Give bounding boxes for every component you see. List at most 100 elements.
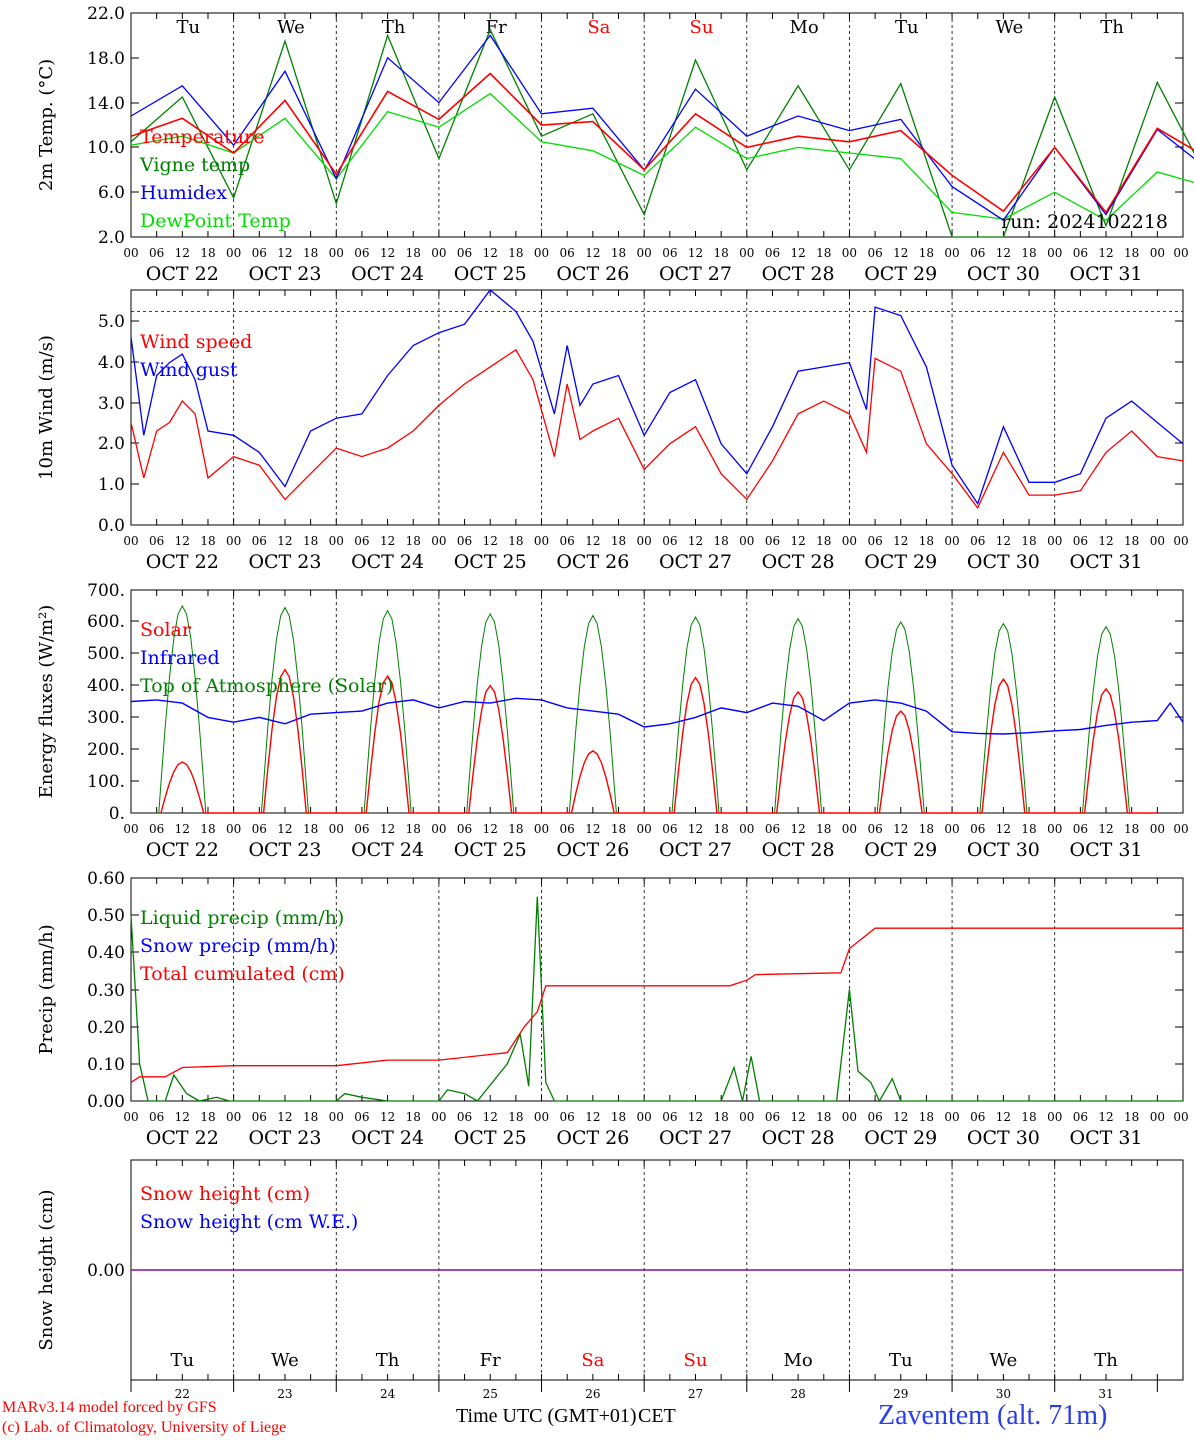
x-hour-label: 18 xyxy=(508,822,523,836)
x-hour-label: 00 xyxy=(1047,822,1062,836)
legend-entry: Snow height (cm W.E.) xyxy=(140,1211,358,1233)
x-hour-label: 00 xyxy=(226,246,241,260)
x-hour-label: 06 xyxy=(765,246,780,260)
legend-entry: Temperature xyxy=(140,126,264,148)
series-line xyxy=(130,72,1194,214)
x-date-label: OCT 31 xyxy=(1070,1127,1143,1149)
x-hour-label: 12 xyxy=(688,246,703,260)
series-line xyxy=(130,927,1183,1083)
x-hour-label: 18 xyxy=(1021,246,1036,260)
x-date-label: OCT 23 xyxy=(248,1127,321,1149)
x-hour-label: 00 xyxy=(637,822,652,836)
x-hour-label: 18 xyxy=(816,534,831,548)
x-hour-label: 18 xyxy=(1124,1110,1139,1124)
x-hour-label: 06 xyxy=(1073,1110,1088,1124)
plot-frame xyxy=(130,289,1184,526)
weekday-label: We xyxy=(996,17,1024,38)
x-hour-label: 18 xyxy=(919,534,934,548)
x-hour-label: 18 xyxy=(508,534,523,548)
y-tick-label: 0. xyxy=(109,804,125,824)
y-axis-label: Energy fluxes (W/m²) xyxy=(36,605,57,799)
x-hour-label: 00 xyxy=(739,246,754,260)
x-hour-label: 12 xyxy=(175,534,190,548)
x-hour-label: 12 xyxy=(175,822,190,836)
x-date-label: OCT 30 xyxy=(967,551,1040,573)
x-hour-label: 00 xyxy=(1173,534,1188,548)
x-date-label: OCT 30 xyxy=(967,263,1040,285)
x-hour-label: 00 xyxy=(534,1110,549,1124)
x-hour-label: 00 xyxy=(431,1110,446,1124)
wind-panel: 0.0 1.0 2.0 3.0 4.0 5.0 10m Wind (m/s) 00 06 12 18… xyxy=(36,289,1189,573)
x-hour-label: 18 xyxy=(200,1110,215,1124)
y-tick-label: 5.0 xyxy=(98,312,125,332)
x-hour-label: 12 xyxy=(893,822,908,836)
legend-entry: Infrared xyxy=(140,647,220,669)
x-date-label: OCT 26 xyxy=(556,551,629,573)
x-hour-label: 00 xyxy=(1150,534,1165,548)
x-hour-label: 00 xyxy=(944,822,959,836)
x-hour-label: 00 xyxy=(944,1110,959,1124)
x-hour-label: 18 xyxy=(303,246,318,260)
weekday-label: Th xyxy=(1094,1350,1118,1371)
weekday-label: Th xyxy=(376,1350,400,1371)
x-date-label: OCT 28 xyxy=(762,839,835,861)
x-date-label: OCT 30 xyxy=(967,839,1040,861)
x-hour-label: 00 xyxy=(1150,246,1165,260)
series-line xyxy=(130,896,1183,1103)
run-label: run: 2024102218 xyxy=(1001,211,1168,233)
x-date-label: OCT 28 xyxy=(762,1127,835,1149)
x-date-label: OCT 31 xyxy=(1070,263,1143,285)
x-hour-label: 18 xyxy=(508,1110,523,1124)
x-hour-label: 18 xyxy=(406,534,421,548)
x-hour-label: 00 xyxy=(431,534,446,548)
x-hour-label: 06 xyxy=(970,822,985,836)
legend-entry: Liquid precip (mm/h) xyxy=(140,907,344,929)
legend-entry: Snow height (cm) xyxy=(140,1183,310,1205)
x-hour-label: 06 xyxy=(867,534,882,548)
y-tick-label: 14.0 xyxy=(87,94,125,114)
x-hour-label: 00 xyxy=(637,246,652,260)
solar-line xyxy=(160,668,1158,814)
legend-entry: Vigne temp xyxy=(139,154,250,176)
x-date-label: OCT 28 xyxy=(762,551,835,573)
x-hour-label: 18 xyxy=(714,534,729,548)
x-hour-label: 18 xyxy=(508,246,523,260)
x-hour-label: 06 xyxy=(662,822,677,836)
x-hour-label: 00 xyxy=(431,246,446,260)
energy-flux-panel: 0. 100. 200. 300. 400. 500. 600. 700. Energy flu… xyxy=(36,581,1189,861)
x-hour-label: 00 xyxy=(1047,534,1062,548)
x-hour-label: 18 xyxy=(816,822,831,836)
x-hour-label: 06 xyxy=(1073,246,1088,260)
x-hour-label: 18 xyxy=(919,246,934,260)
x-hour-label: 18 xyxy=(714,822,729,836)
x-hour-label: 12 xyxy=(790,246,805,260)
x-hour-label: 06 xyxy=(560,1110,575,1124)
x-hour-label: 06 xyxy=(1073,822,1088,836)
x-hour-label: 06 xyxy=(252,246,267,260)
x-hour-label: 12 xyxy=(483,534,498,548)
x-hour-label: 18 xyxy=(406,1110,421,1124)
x-hour-label: 12 xyxy=(996,534,1011,548)
x-date-label: OCT 29 xyxy=(864,551,937,573)
y-tick-label: 0.0 xyxy=(98,516,125,536)
x-hour-label: 12 xyxy=(175,246,190,260)
x-hour-label: 18 xyxy=(611,1110,626,1124)
x-hour-label: 06 xyxy=(867,1110,882,1124)
legend-entry: Wind gust xyxy=(140,359,238,381)
x-hour-label: 00 xyxy=(842,534,857,548)
x-hour-label: 06 xyxy=(457,246,472,260)
x-date-label: OCT 29 xyxy=(864,839,937,861)
x-hour-label: 12 xyxy=(483,822,498,836)
x-date-label: OCT 27 xyxy=(659,1127,732,1149)
x-date-label: OCT 24 xyxy=(351,839,424,861)
x-hour-label: 12 xyxy=(790,822,805,836)
weekday-label: Fr xyxy=(486,17,507,38)
x-date-label: OCT 29 xyxy=(864,263,937,285)
day-number-label: 26 xyxy=(585,1387,600,1401)
x-hour-label: 06 xyxy=(354,246,369,260)
x-hour-label: 18 xyxy=(1021,822,1036,836)
legend-entry: Solar xyxy=(140,619,192,641)
x-hour-label: 06 xyxy=(149,1110,164,1124)
weekday-label: We xyxy=(990,1350,1018,1371)
